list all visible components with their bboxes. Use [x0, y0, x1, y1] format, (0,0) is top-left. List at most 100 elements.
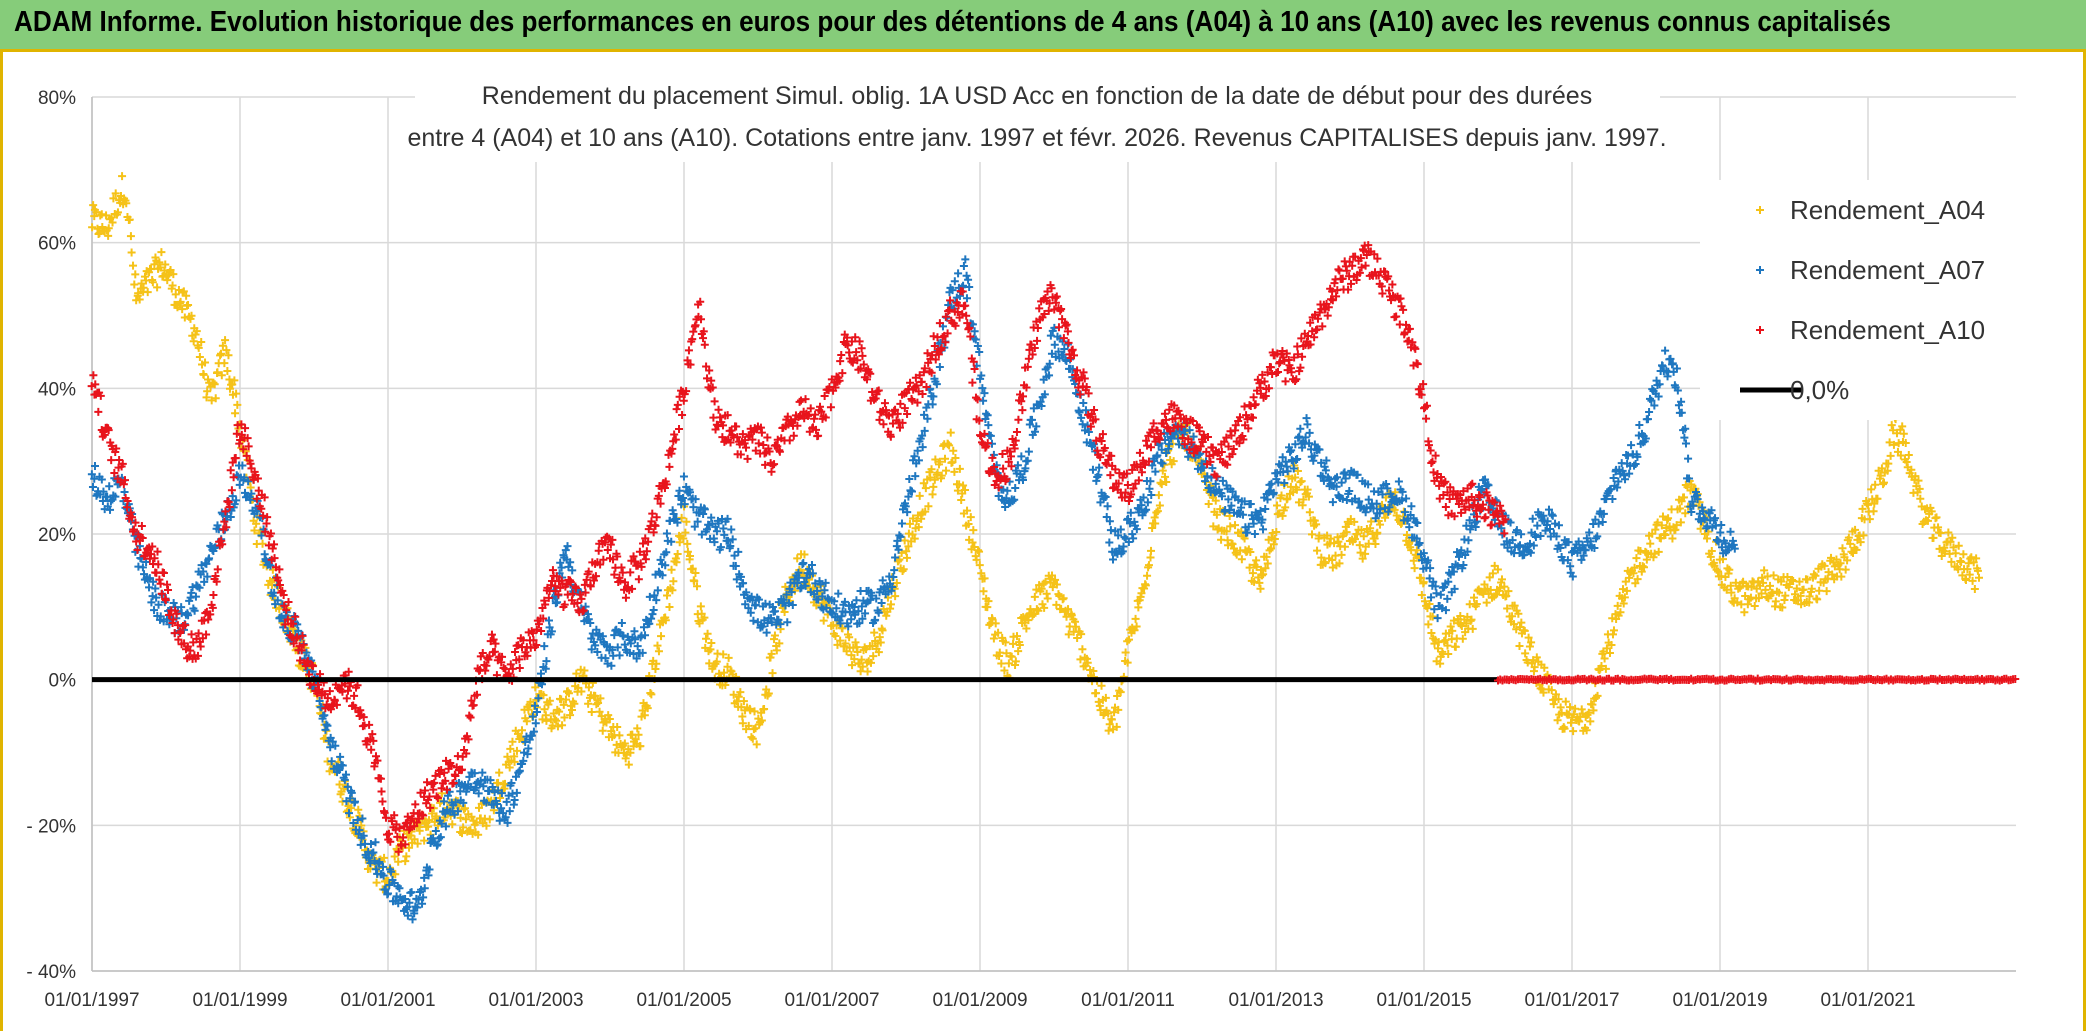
data-point: [139, 283, 148, 292]
data-point: [1289, 464, 1298, 473]
data-point: [1838, 544, 1847, 553]
data-point: [727, 525, 736, 534]
data-point: [1223, 460, 1232, 469]
data-point: [1430, 605, 1439, 614]
data-point: [390, 811, 399, 820]
data-point: [1436, 590, 1445, 599]
data-point: [1212, 472, 1221, 481]
data-point: [275, 580, 284, 589]
data-point: [850, 655, 859, 664]
data-point: [1957, 558, 1966, 567]
data-point: [801, 395, 810, 404]
data-point: [1533, 521, 1542, 530]
data-point: [1044, 306, 1053, 315]
data-point: [195, 583, 204, 592]
data-point: [928, 400, 937, 409]
data-point: [634, 575, 643, 584]
data-point: [696, 297, 705, 306]
data-point: [159, 568, 168, 577]
x-tick-label: 01/01/2011: [1081, 990, 1175, 1011]
data-point: [1482, 598, 1491, 607]
data-point: [598, 726, 607, 735]
data-point: [816, 580, 825, 589]
data-point: [1851, 525, 1860, 534]
data-point: [738, 430, 747, 439]
data-point: [1032, 422, 1041, 431]
data-point: [1468, 624, 1477, 633]
data-point: [99, 487, 108, 496]
data-point: [770, 607, 779, 616]
data-point: [519, 756, 528, 765]
data-point: [1220, 437, 1229, 446]
data-point: [1193, 446, 1202, 455]
data-point: [1873, 494, 1882, 503]
data-point: [1423, 604, 1432, 613]
data-point: [653, 586, 662, 595]
data-point: [519, 636, 528, 645]
data-point: [979, 396, 988, 405]
data-point: [1149, 419, 1158, 428]
data-point: [893, 409, 902, 418]
data-point: [354, 805, 363, 814]
data-point: [1104, 726, 1113, 735]
data-point: [1441, 477, 1450, 486]
data-point: [656, 555, 665, 564]
data-point: [855, 337, 864, 346]
data-point: [734, 692, 743, 701]
data-point: [420, 836, 429, 845]
legend-swatch-marker: [1756, 326, 1764, 334]
data-point: [789, 431, 798, 440]
data-point: [1898, 422, 1907, 431]
data-point: [540, 642, 549, 651]
data-point: [225, 503, 234, 512]
data-point: [229, 473, 238, 482]
data-point: [568, 566, 577, 575]
data-point: [1249, 519, 1258, 528]
data-point: [1929, 533, 1938, 542]
data-point: [871, 615, 880, 624]
data-point: [851, 333, 860, 342]
data-point: [962, 271, 971, 280]
data-point: [206, 610, 215, 619]
data-point: [323, 694, 332, 703]
data-point: [221, 336, 230, 345]
data-point: [259, 511, 268, 520]
data-point: [1355, 268, 1364, 277]
data-point: [413, 903, 422, 912]
data-point: [1004, 457, 1013, 466]
data-point: [137, 279, 146, 288]
data-point: [1096, 453, 1105, 462]
data-point: [1608, 494, 1617, 503]
data-point: [1050, 305, 1059, 314]
data-point: [1899, 429, 1908, 438]
data-point: [338, 761, 347, 770]
data-point: [1495, 519, 1504, 528]
data-point: [1567, 718, 1576, 727]
data-point: [1225, 506, 1234, 515]
data-point: [523, 651, 532, 660]
data-point: [157, 248, 166, 257]
data-point: [91, 380, 100, 389]
data-point: [858, 662, 867, 671]
data-point: [662, 480, 671, 489]
title-background: [415, 70, 1660, 162]
data-point: [618, 568, 627, 577]
data-point: [767, 467, 776, 476]
data-point: [577, 594, 586, 603]
data-point: [1261, 391, 1270, 400]
data-point: [479, 782, 488, 791]
data-point: [1743, 600, 1752, 609]
data-point: [90, 461, 99, 470]
data-point: [1226, 522, 1235, 531]
data-point: [1143, 498, 1152, 507]
data-point: [419, 811, 428, 820]
data-point: [1526, 548, 1535, 557]
data-point: [1402, 320, 1411, 329]
data-point: [498, 652, 507, 661]
data-point: [187, 630, 196, 639]
data-point: [299, 640, 308, 649]
data-point: [414, 895, 423, 904]
data-point: [146, 550, 155, 559]
data-point: [593, 647, 602, 656]
data-point: [503, 818, 512, 827]
